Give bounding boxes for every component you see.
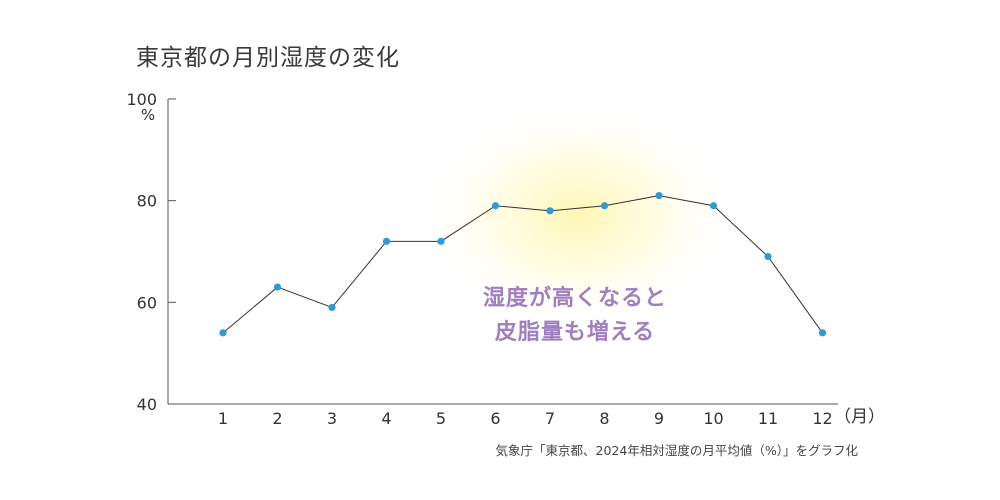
x-tick-label: 6: [490, 409, 500, 428]
data-point: [328, 303, 336, 312]
data-point: [219, 329, 227, 337]
chart-title: 東京都の月別湿度の変化: [136, 45, 400, 71]
x-tick-label: 4: [381, 409, 391, 428]
annotation-line-1: 湿度が高くなると: [482, 286, 667, 311]
data-point: [709, 202, 718, 210]
x-tick-label: 5: [436, 409, 446, 428]
data-point: [382, 237, 391, 245]
highlight-glow: [418, 100, 738, 330]
x-tick-label: 11: [758, 409, 778, 428]
annotation: 湿度が高くなると 皮脂量も増える: [470, 282, 680, 350]
x-unit-label: （月）: [834, 407, 885, 427]
y-tick-label: 40: [137, 395, 157, 414]
data-point: [437, 237, 445, 245]
data-point: [655, 191, 663, 200]
y-tick-label: 80: [137, 192, 157, 211]
x-tick-label: 9: [654, 409, 664, 428]
data-point: [818, 329, 827, 337]
data-point: [546, 207, 554, 215]
x-tick-label: 12: [812, 409, 832, 428]
x-tick-label: 2: [272, 409, 282, 428]
x-tick-label: 3: [327, 409, 337, 428]
source-note: 気象庁「東京都、2024年相対湿度の月平均値（%）」をグラフ化: [495, 443, 858, 458]
x-tick-label: 7: [545, 409, 555, 428]
x-tick-label: 1: [218, 409, 228, 428]
series-line: [222, 195, 823, 334]
data-point: [491, 202, 500, 210]
data-point: [764, 252, 772, 261]
y-tick-label: 100: [126, 90, 157, 109]
y-unit-label: %: [141, 106, 155, 124]
annotation-line-2: 皮脂量も増える: [494, 320, 656, 345]
data-point: [273, 283, 282, 291]
data-point: [600, 202, 609, 210]
y-tick-label: 60: [137, 293, 157, 312]
x-tick-label: 10: [703, 409, 723, 428]
x-tick-label: 8: [599, 409, 609, 428]
